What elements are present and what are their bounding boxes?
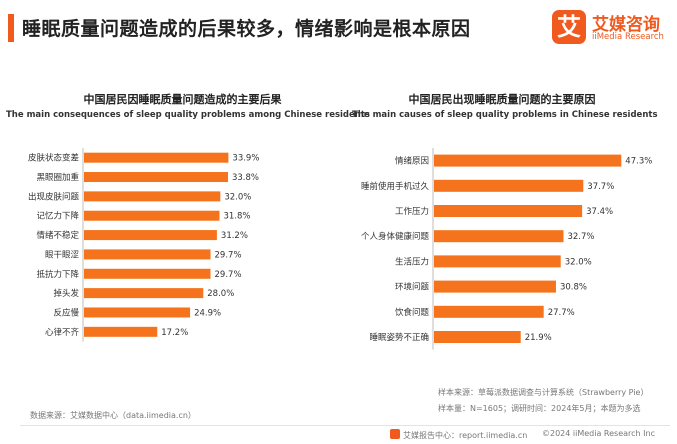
consequence-category-label: 心律不齐: [45, 327, 80, 338]
cause-bar: [434, 305, 544, 318]
cause-category-label: 睡前使用手机过久: [361, 181, 430, 192]
cause-value-label: 30.8%: [560, 283, 587, 293]
cause-category-label: 情绪原因: [395, 156, 429, 167]
consequence-bar: [84, 268, 211, 279]
consequence-value-label: 31.2%: [221, 231, 248, 241]
footer-divider: [20, 425, 670, 426]
right-chart-title: 中国居民出现睡眠质量问题的主要原因: [408, 93, 596, 106]
iimedia-logo: 艾 艾媒咨询 iiMedia Research: [552, 8, 672, 52]
cause-bar: [434, 255, 561, 268]
cause-bar: [434, 205, 583, 217]
right-chart-subtitle: The main causes of sleep quality problem…: [352, 110, 658, 120]
footer-copyright: ©2024 iiMedia Research Inc: [542, 429, 655, 438]
consequence-value-label: 24.9%: [194, 308, 221, 318]
consequence-category-label: 眼干眼涩: [45, 250, 80, 260]
consequence-category-label: 抵抗力下降: [36, 269, 79, 280]
left-source-note: 数据来源：艾媒数据中心（data.iimedia.cn）: [30, 411, 196, 420]
page-title: 睡眠质量问题造成的后果较多，情绪影响是根本原因: [22, 18, 471, 40]
cause-value-label: 32.7%: [567, 232, 594, 242]
footer-brand-text: 艾媒报告中心：report.iimedia.cn: [403, 431, 528, 440]
left-chart-subtitle: The main consequences of sleep quality p…: [6, 110, 370, 120]
logo-mark-icon: 艾: [552, 10, 586, 44]
consequence-bar: [84, 288, 204, 299]
cause-value-label: 37.4%: [586, 207, 613, 217]
consequence-bar: [84, 172, 228, 183]
consequence-value-label: 32.0%: [224, 192, 251, 202]
right-sample-note: 样本量：N=1605；调研时间：2024年5月；本题为多选: [438, 404, 641, 413]
cause-category-label: 生活压力: [395, 256, 429, 267]
cause-value-label: 47.3%: [625, 157, 652, 167]
consequence-category-label: 掉头发: [53, 288, 79, 299]
cause-bar: [434, 280, 556, 293]
cause-value-label: 32.0%: [565, 257, 592, 267]
cause-value-label: 21.9%: [525, 333, 552, 343]
cause-category-label: 工作压力: [395, 206, 429, 217]
consequence-value-label: 17.2%: [161, 328, 188, 338]
report-center-icon: [390, 429, 400, 439]
consequence-bar: [84, 307, 191, 318]
consequence-value-label: 29.7%: [215, 250, 242, 260]
cause-category-label: 环境问题: [395, 282, 430, 293]
consequence-bar: [84, 249, 211, 260]
consequence-value-label: 33.8%: [232, 173, 259, 183]
consequence-value-label: 33.9%: [232, 154, 259, 164]
consequence-bar: [84, 230, 217, 241]
cause-bar: [434, 154, 622, 167]
consequence-category-label: 皮肤状态变差: [28, 153, 79, 164]
consequence-bar: [84, 326, 158, 337]
right-source-note: 样本来源：草莓派数据调查与计算系统（Strawberry Pie）: [438, 388, 649, 397]
consequence-category-label: 记忆力下降: [36, 211, 79, 222]
consequence-bar: [84, 191, 221, 202]
consequence-category-label: 情绪不稳定: [36, 230, 79, 241]
cause-value-label: 27.7%: [548, 308, 575, 318]
consequence-value-label: 31.8%: [223, 212, 250, 222]
consequence-value-label: 29.7%: [215, 270, 242, 280]
consequence-value-label: 28.0%: [207, 289, 234, 299]
consequence-category-label: 黑眼圈加重: [36, 172, 79, 183]
cause-category-label: 睡眠姿势不正确: [369, 332, 429, 343]
footer-brand: 艾媒报告中心：report.iimedia.cn: [390, 429, 527, 441]
cause-bar: [434, 331, 521, 343]
cause-bar: [434, 179, 584, 192]
logo-glyph: 艾: [557, 13, 581, 41]
logo-name-cn: 艾媒咨询: [592, 15, 660, 35]
title-accent-bar: [8, 14, 14, 42]
consequence-bar: [84, 152, 229, 163]
left-chart-title: 中国居民因睡眠质量问题造成的主要后果: [83, 93, 282, 106]
consequence-category-label: 出现皮肤问题: [28, 191, 80, 202]
consequence-category-label: 反应慢: [53, 307, 79, 318]
cause-category-label: 个人身体健康问题: [361, 231, 430, 242]
logo-name-en: iiMedia Research: [592, 32, 664, 42]
cause-category-label: 饮食问题: [395, 307, 430, 318]
cause-bar: [434, 230, 564, 243]
consequence-bar: [84, 210, 220, 221]
cause-value-label: 37.7%: [587, 182, 614, 192]
